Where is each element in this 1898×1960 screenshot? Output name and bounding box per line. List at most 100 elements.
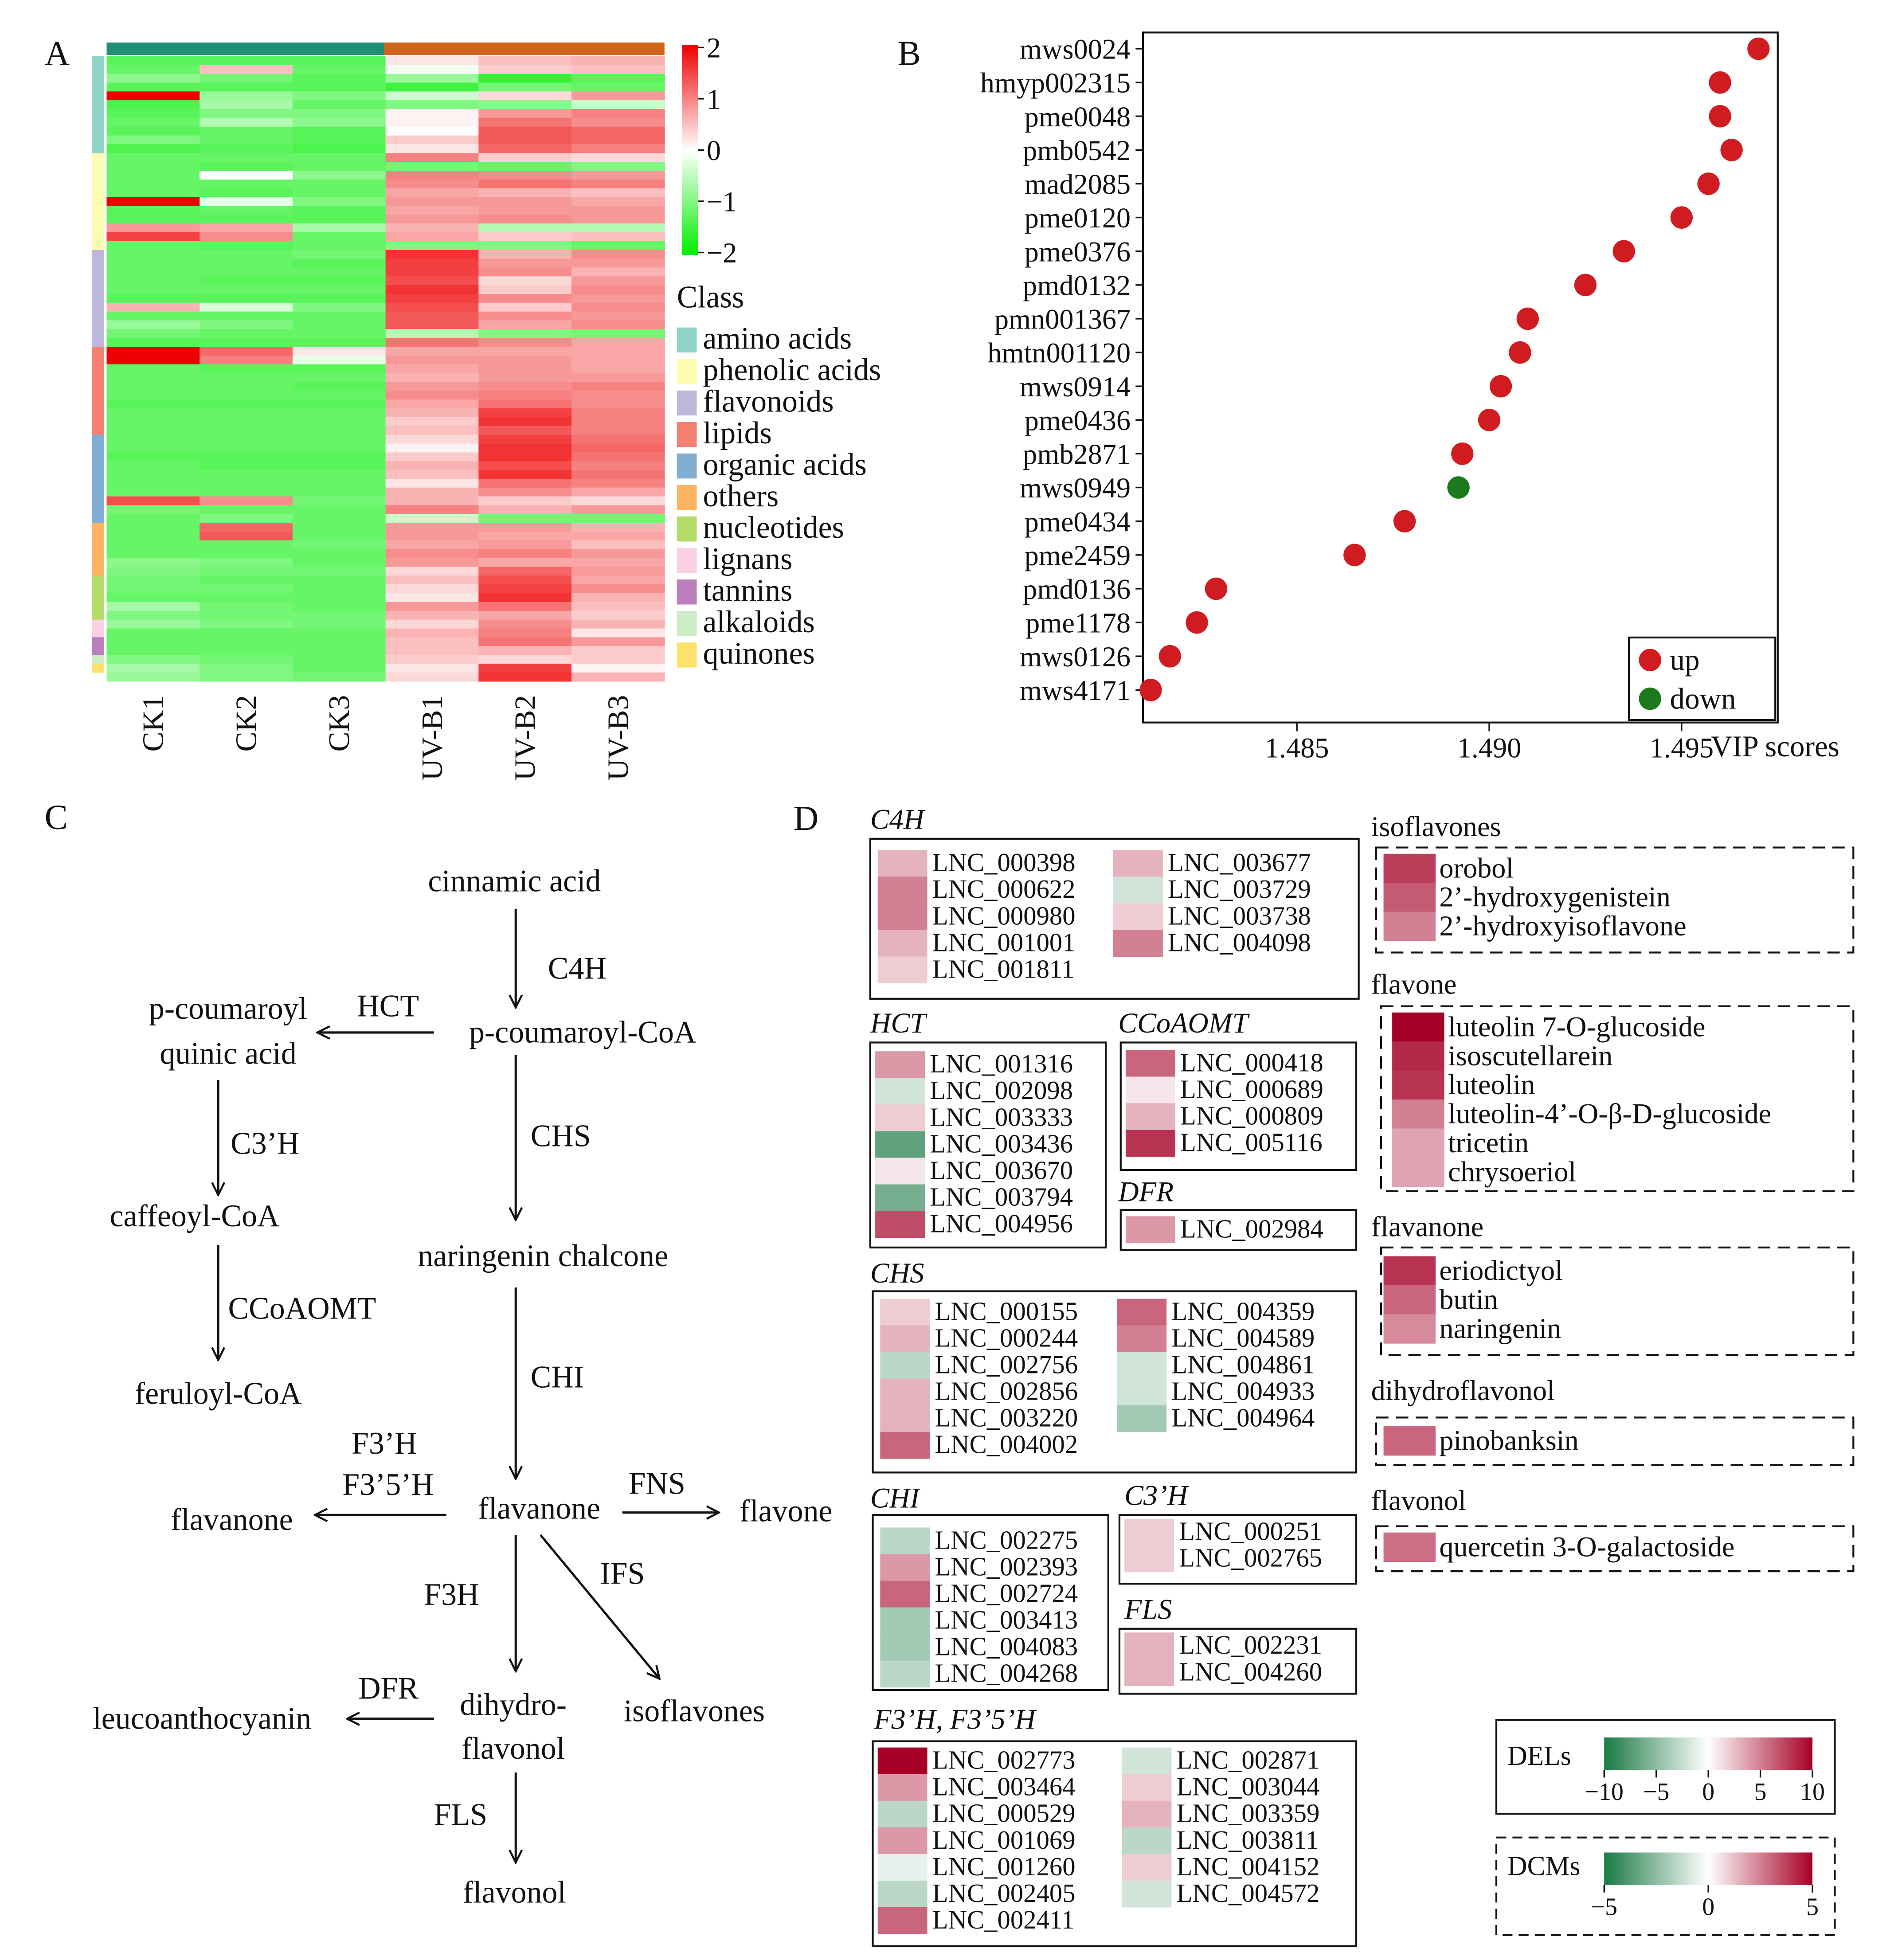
vip-point-mws4171 [1139,678,1162,701]
heatmap-cell [571,197,665,207]
heatmap-cell [571,241,665,250]
heatmap-cell [385,179,479,189]
heatmap-cell [571,637,665,647]
sample-label: CK1 [137,695,170,752]
heatmap-cell [571,74,665,83]
gene-label: LNC_002856 [935,1376,1078,1405]
legend-tick-label: 0 [1702,1778,1714,1806]
metabolite-heat-cell [1383,1256,1436,1286]
enzyme-f35h: F3’5’H [342,1467,434,1502]
heatmap-cell [385,311,479,321]
gene-label: LNC_003729 [1168,874,1311,904]
gene-heat-cell [877,850,927,877]
heatmap-cell [385,241,479,250]
heatmap-cell [106,329,200,339]
heatmap-cell [292,250,386,259]
heatmap-cell [292,461,386,470]
gene-heat-cell [875,1211,925,1238]
heatmap-cell [200,267,293,277]
heatmap-cell [571,373,665,383]
heatmap-cell [478,663,572,673]
heatmap-cell [571,514,665,524]
heatmap-cell [106,347,200,356]
heatmap-cell [385,593,479,602]
sample-labels: CK1 CK2 CK3 UV-B1 UV-B2 UV-B3 [137,695,634,781]
heatmap-cell [478,364,572,374]
heatmap-cell [200,162,293,171]
node-dihydroflavonol-line1: dihydro- [460,1687,567,1722]
gene-group-box [872,1290,1358,1474]
gene-group-8: F3’H, F3’5’H LNC_002773LNC_003464LNC_0005… [872,1703,1358,1948]
heatmap-cell [292,135,386,145]
heatmap-cell [292,452,386,462]
heatmap-cell [478,461,572,470]
heatmap-cell [200,171,293,180]
heatmap-cell [106,408,200,418]
heatmap-cell [478,135,572,145]
heatmap-cell [200,91,293,101]
heatmap-cell [571,610,665,620]
gene-label: LNC_000980 [932,901,1076,930]
gene-label: LNC_000251 [1179,1516,1322,1545]
gene-label: LNC_004359 [1171,1296,1315,1326]
heatmap-cell [478,162,572,171]
gene-heat-cell [877,1907,927,1934]
gene-label: LNC_003811 [1177,1825,1319,1854]
node-leucoanthocyanin: leucoanthocyanin [93,1701,311,1736]
heatmap-cell [385,232,479,242]
heatmap-cell [106,91,200,101]
vip-point-pme0434 [1393,510,1416,533]
heatmap-cell [106,188,200,198]
class-annotation-segment [91,619,104,638]
heatmap-cell [571,549,665,559]
gene-heat-cell [880,1405,930,1432]
class-annotation-segment [91,655,104,664]
vip-point-mws0949 [1447,476,1470,499]
heatmap-cell [200,285,293,294]
heatmap-cell [385,258,479,268]
heatmap-cell [385,567,479,576]
heatmap-cell [200,215,293,224]
heatmap-cell [478,619,572,629]
heatmap-cell [571,470,665,479]
gene-group-title: CHS [870,1257,924,1289]
heatmap-cell [478,655,572,664]
gene-heat-cell [875,1184,925,1212]
heatmap-cell [292,311,386,321]
metabolite-label: luteolin [1448,1068,1535,1100]
heatmap-cell [571,478,665,488]
heatmap-cell [478,65,572,74]
gene-heat-cell [1122,1827,1172,1854]
heatmap-cell [200,329,293,339]
enzyme-fls: FLS [434,1797,487,1832]
metabolite-group-box [1375,1416,1855,1466]
gene-heat-cell [880,1660,930,1688]
heatmap-cell [106,109,200,118]
heatmap-cell [385,655,479,664]
heatmap-cell [478,558,572,567]
heatmap-cell [200,82,293,92]
vip-point-pme0436 [1478,408,1501,431]
heatmap-cell [200,109,293,118]
gene-label: LNC_000398 [932,848,1076,877]
gene-label: LNC_002871 [1177,1745,1320,1774]
metabolite-group-0: isoflavones orobol2’-hydroxygenistein2’-h… [1371,810,1855,954]
panel-a-label: A [45,34,70,73]
metabolite-label: naringenin [1439,1312,1561,1344]
gene-group-box [869,1041,1107,1248]
enzyme-fns: FNS [629,1466,685,1501]
legend-tick-label: 5 [1806,1893,1819,1921]
vip-point-mws0126 [1158,645,1182,668]
heatmap-cell [200,391,293,400]
node-flavonol: flavonol [463,1875,566,1909]
legend-tick-label: 10 [1800,1778,1825,1806]
heatmap-cell [571,532,665,541]
vip-point-pme1178 [1186,611,1208,634]
vip-label: pmn001367 [994,303,1131,335]
metabolite-label: butin [1439,1283,1498,1315]
heatmap-cell [385,171,479,180]
gene-label: LNC_002275 [935,1525,1078,1554]
heatmap-cell [385,575,479,585]
heatmap-cell [292,232,386,242]
